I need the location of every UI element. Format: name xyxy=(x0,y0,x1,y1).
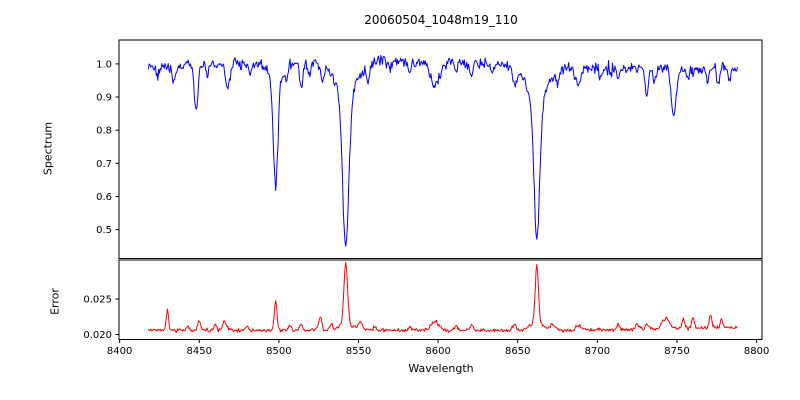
x-tick-label: 8550 xyxy=(346,346,371,357)
x-tick-label: 8600 xyxy=(425,346,450,357)
x-axis-label: Wavelength xyxy=(408,362,474,375)
spectrum-y-tick-label: 0.7 xyxy=(96,159,112,170)
spectrum-y-tick-label: 0.8 xyxy=(96,126,112,137)
spectrum-panel-frame xyxy=(118,39,763,259)
error-y-tick-label: 0.020 xyxy=(83,330,112,341)
spectrum-y-tick-label: 0.5 xyxy=(96,225,112,236)
x-tick-label: 8650 xyxy=(505,346,530,357)
x-tick-label: 8750 xyxy=(664,346,689,357)
spectrum-line xyxy=(147,54,738,247)
chart-title: 20060504_1048m19_110 xyxy=(364,13,518,27)
spectrum-y-tick-label: 0.9 xyxy=(96,93,112,104)
x-tick-label: 8700 xyxy=(585,346,610,357)
x-tick-label: 8450 xyxy=(187,346,212,357)
spectrum-y-tick-label: 0.6 xyxy=(96,192,112,203)
x-tick-label: 8400 xyxy=(107,346,132,357)
x-tick-label: 8800 xyxy=(744,346,769,357)
error-line xyxy=(147,261,738,334)
x-tick-label: 8500 xyxy=(266,346,291,357)
spectrum-y-tick-label: 1.0 xyxy=(96,59,112,70)
error-panel-frame xyxy=(118,259,763,340)
error-y-tick-label: 0.025 xyxy=(83,295,112,306)
